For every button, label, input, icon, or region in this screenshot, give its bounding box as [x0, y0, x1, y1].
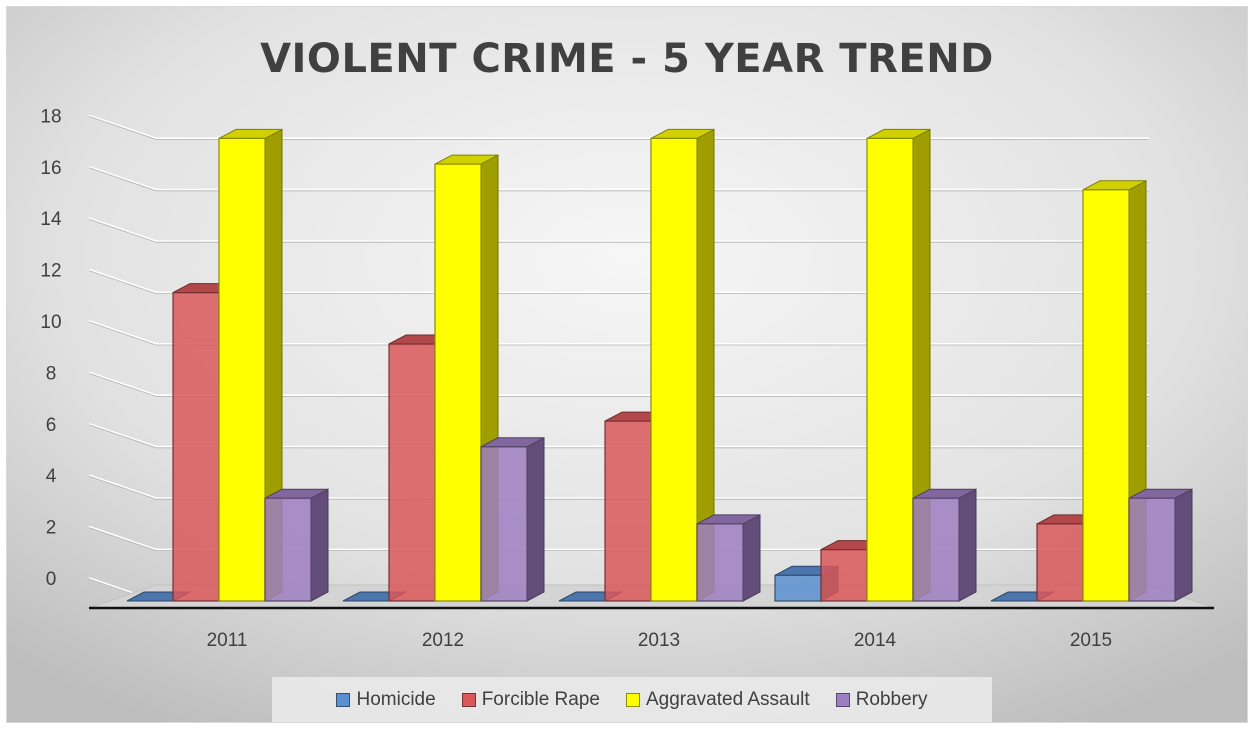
gridline: [88, 268, 1149, 294]
bar-aggravated-assault-2013: [650, 128, 715, 602]
x-tick-label: 2015: [1070, 630, 1112, 651]
bar-side-face: [526, 436, 545, 602]
bar-robbery-2014: [912, 488, 977, 602]
bar-side-face: [742, 514, 761, 602]
bar-front-face: [650, 137, 698, 602]
x-axis-tick-labels: 2011 2012 2013 2014 2015: [207, 630, 1113, 651]
gridline-shadow: [88, 218, 1149, 243]
x-tick-label: 2013: [638, 630, 680, 651]
bar-robbery-2011: [264, 488, 329, 602]
bar-robbery-2013: [696, 514, 761, 602]
bar-front-face: [696, 523, 744, 602]
gridline: [88, 474, 1149, 500]
legend-item-forcible-rape: Forcible Rape: [461, 688, 600, 711]
y-tick-label: 0: [46, 569, 57, 590]
bar-front-face: [264, 497, 312, 602]
legend-item-robbery: Robbery: [835, 688, 928, 711]
bar-side-face: [1174, 488, 1193, 602]
bar-front-face: [388, 343, 436, 602]
legend-swatch: [625, 692, 640, 707]
legend-label: Aggravated Assault: [645, 688, 810, 710]
bar-robbery-2012: [480, 436, 545, 602]
legend-item-homicide: Homicide: [336, 688, 436, 711]
gridline-shadow: [88, 270, 1149, 295]
gridline: [88, 217, 1149, 243]
bar-front-face: [218, 137, 266, 602]
chart-title: VIOLENT CRIME - 5 YEAR TREND: [260, 36, 994, 82]
gridline-shadow: [88, 116, 1149, 140]
chart-frame: 0 2 4 6 8 10 12 14 16 18 2011 2012 2013 2014 2015: [6, 6, 1248, 723]
legend-swatch: [835, 692, 850, 707]
gridline: [88, 371, 1149, 397]
gridlines: [88, 114, 1149, 603]
bar-side-face: [958, 488, 977, 602]
gridline-shadow: [88, 527, 1149, 551]
bars: [126, 128, 1193, 602]
bar-front-face: [1082, 189, 1130, 602]
legend-swatch: [336, 692, 351, 707]
legend-label: Robbery: [855, 688, 928, 710]
y-tick-label: 18: [40, 106, 61, 127]
bar-aggravated-assault-2011: [218, 128, 283, 602]
bar-side-face: [310, 488, 329, 602]
y-tick-label: 14: [40, 209, 62, 230]
x-tick-label: 2012: [422, 630, 464, 651]
bar-aggravated-assault-2014: [866, 128, 931, 602]
gridline: [88, 320, 1149, 345]
bar-front-face: [820, 548, 868, 602]
bar-front-face: [774, 574, 822, 602]
legend-label: Homicide: [356, 688, 436, 710]
bar-front-face: [1036, 523, 1084, 602]
bar-front-face: [604, 420, 652, 602]
legend: Homicide Forcible Rape Aggravated Assault R…: [272, 677, 992, 722]
x-tick-label: 2011: [207, 630, 248, 651]
gridline: [88, 525, 1149, 551]
gridline: [88, 422, 1149, 448]
y-tick-label: 4: [46, 466, 57, 487]
y-tick-label: 2: [46, 518, 57, 539]
y-tick-label: 16: [40, 158, 61, 179]
bar-front-face: [172, 292, 220, 602]
bar-front-face: [912, 497, 960, 602]
gridline: [88, 114, 1149, 140]
gridline-shadow: [88, 373, 1149, 397]
gridline: [88, 165, 1149, 191]
gridline-shadow: [88, 321, 1149, 346]
legend-item-aggravated-assault: Aggravated Assault: [625, 688, 810, 711]
bar-robbery-2015: [1128, 488, 1193, 602]
gridline-shadow: [88, 424, 1149, 449]
legend-swatch: [461, 692, 476, 707]
bar-front-face: [434, 163, 482, 602]
bar-front-face: [480, 446, 528, 602]
gridline-shadow: [88, 475, 1149, 500]
y-tick-label: 6: [46, 415, 57, 436]
bar-front-face: [1128, 497, 1176, 602]
y-tick-label: 8: [46, 363, 57, 384]
gridline-shadow: [88, 167, 1149, 192]
bar-front-face: [866, 137, 914, 602]
legend-label: Forcible Rape: [481, 688, 600, 710]
y-axis-tick-labels: 0 2 4 6 8 10 12 14 16 18: [40, 106, 62, 590]
x-tick-label: 2014: [854, 630, 897, 651]
y-tick-label: 10: [40, 312, 61, 333]
chart-plot: 0 2 4 6 8 10 12 14 16 18 2011 2012 2013 2014 2015: [7, 7, 1247, 722]
y-tick-label: 12: [40, 261, 61, 282]
